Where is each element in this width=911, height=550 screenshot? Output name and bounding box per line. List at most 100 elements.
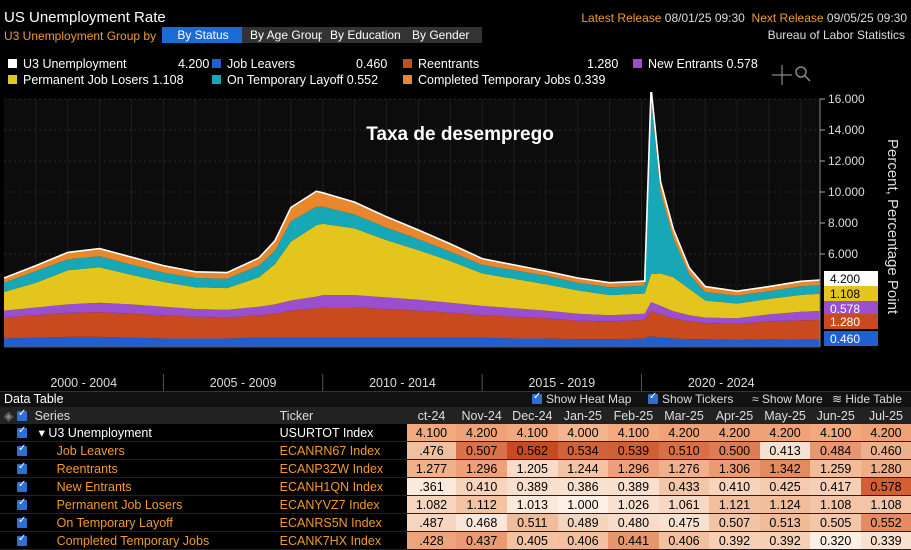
month-column-header[interactable]: Jan-25 (557, 407, 609, 424)
value-cell[interactable]: 4.100 (810, 424, 861, 442)
ticker-cell[interactable]: ECANRS5N Index (279, 513, 407, 532)
row-checkbox[interactable] (17, 459, 35, 478)
value-cell[interactable]: 0.562 (506, 441, 558, 460)
u3-total-line[interactable] (3, 92, 821, 293)
value-cell[interactable]: 1.276 (658, 459, 710, 478)
value-cell[interactable]: 0.513 (759, 513, 811, 532)
value-cell[interactable]: 0.507 (709, 513, 760, 532)
value-cell[interactable]: 0.425 (759, 477, 811, 496)
select-all-checkbox[interactable] (17, 407, 35, 424)
hide-table-button[interactable]: ≋ Hide Table (832, 392, 902, 406)
area-reentrants[interactable] (4, 307, 820, 341)
group-by-age-button[interactable]: By Age Group (242, 27, 333, 43)
series-column-header[interactable]: Series (34, 407, 280, 424)
legend-item-completed-temporary-jobs[interactable]: Completed Temporary Jobs 0.339 (403, 73, 605, 87)
value-cell[interactable]: 4.100 (506, 424, 558, 442)
value-cell[interactable]: 0.389 (608, 477, 659, 496)
series-name[interactable]: Completed Temporary Jobs (34, 531, 280, 550)
value-cell[interactable]: 1.277 (406, 459, 457, 478)
value-cell[interactable]: 0.392 (759, 531, 811, 550)
value-cell[interactable]: 0.417 (810, 477, 861, 496)
show-more-button[interactable]: ≈ Show More (752, 392, 823, 406)
show-tickers-toggle[interactable]: Show Tickers (648, 391, 733, 406)
area-job-leavers[interactable] (4, 336, 820, 347)
value-cell[interactable]: 4.000 (557, 424, 609, 442)
settings-icon[interactable]: ◈ (0, 407, 18, 424)
ticker-column-header[interactable]: Ticker (279, 407, 407, 424)
value-cell[interactable]: 0.406 (658, 531, 710, 550)
month-column-header[interactable]: Dec-24 (506, 407, 558, 424)
value-cell[interactable]: 0.433 (658, 477, 710, 496)
series-name[interactable]: New Entrants (34, 477, 280, 496)
month-column-header[interactable]: May-25 (759, 407, 811, 424)
value-cell[interactable]: 0.410 (709, 477, 760, 496)
value-cell[interactable]: 4.200 (709, 424, 760, 442)
value-cell[interactable]: 0.500 (709, 441, 760, 460)
value-cell[interactable]: 4.200 (759, 424, 811, 442)
value-cell[interactable]: 0.389 (506, 477, 558, 496)
value-cell[interactable]: 1.296 (456, 459, 507, 478)
value-cell[interactable]: 0.437 (456, 531, 507, 550)
group-by-education-button[interactable]: By Education (322, 27, 409, 43)
value-cell[interactable]: 1.342 (759, 459, 811, 478)
value-cell[interactable]: .361 (406, 477, 457, 496)
value-cell[interactable]: 1.108 (860, 495, 911, 514)
value-cell[interactable]: 1.244 (557, 459, 609, 478)
zoom-icon[interactable] (795, 66, 811, 82)
ticker-cell[interactable]: ECANYVZ7 Index (279, 495, 407, 514)
ticker-cell[interactable]: ECANH1QN Index (279, 477, 407, 496)
value-cell[interactable]: 0.539 (608, 441, 659, 460)
value-cell[interactable]: 1.205 (506, 459, 558, 478)
value-cell[interactable]: 0.552 (860, 513, 911, 532)
value-cell[interactable]: 0.578 (860, 477, 911, 496)
month-column-header[interactable]: Jul-25 (860, 407, 911, 424)
ticker-cell[interactable]: ECANRN67 Index (279, 441, 407, 460)
series-name[interactable]: On Temporary Layoff (34, 513, 280, 532)
value-cell[interactable]: 1.306 (709, 459, 760, 478)
legend-item-reentrants[interactable]: Reentrants 1.280 (403, 57, 618, 71)
value-cell[interactable]: 0.511 (506, 513, 558, 532)
legend-item-u3[interactable]: U3 Unemployment 4.200 (8, 57, 209, 71)
value-cell[interactable]: .487 (406, 513, 457, 532)
value-cell[interactable]: 0.489 (557, 513, 609, 532)
value-cell[interactable]: 0.413 (759, 441, 811, 460)
value-cell[interactable]: 4.100 (406, 424, 457, 442)
value-cell[interactable]: 0.406 (557, 531, 609, 550)
area-permanent-job-losers[interactable] (4, 223, 820, 319)
value-cell[interactable]: 1.121 (709, 495, 760, 514)
row-checkbox[interactable] (17, 513, 35, 532)
value-cell[interactable]: 0.339 (860, 531, 911, 550)
value-cell[interactable]: 1.108 (810, 495, 861, 514)
value-cell[interactable]: .428 (406, 531, 457, 550)
month-column-header[interactable]: ct-24 (406, 407, 457, 424)
value-cell[interactable]: 4.200 (658, 424, 710, 442)
month-column-header[interactable]: Mar-25 (658, 407, 710, 424)
value-cell[interactable]: 1.124 (759, 495, 811, 514)
month-column-header[interactable]: Nov-24 (456, 407, 507, 424)
legend-item-permanent-job-losers[interactable]: Permanent Job Losers 1.108 (8, 73, 184, 87)
value-cell[interactable]: 1.280 (860, 459, 911, 478)
row-checkbox[interactable] (17, 477, 35, 496)
series-name[interactable]: Permanent Job Losers (34, 495, 280, 514)
legend-item-job-leavers[interactable]: Job Leavers 0.460 (212, 57, 387, 71)
legend-item-new-entrants[interactable]: New Entrants 0.578 (633, 57, 758, 71)
ticker-cell[interactable]: USURTOT Index (279, 424, 407, 442)
value-cell[interactable]: 0.392 (709, 531, 760, 550)
value-cell[interactable]: 1.259 (810, 459, 861, 478)
legend-item-temporary-layoff[interactable]: On Temporary Layoff 0.552 (212, 73, 378, 87)
ticker-cell[interactable]: ECANP3ZW Index (279, 459, 407, 478)
value-cell[interactable]: 1.013 (506, 495, 558, 514)
value-cell[interactable]: 4.200 (456, 424, 507, 442)
area-on-temporary-layoff[interactable] (4, 99, 820, 304)
series-name[interactable]: ▾ U3 Unemployment (34, 424, 280, 442)
value-cell[interactable]: 0.480 (608, 513, 659, 532)
show-heat-map-toggle[interactable]: Show Heat Map (532, 391, 631, 406)
row-checkbox[interactable] (17, 424, 35, 442)
value-cell[interactable]: 0.475 (658, 513, 710, 532)
value-cell[interactable]: 0.468 (456, 513, 507, 532)
